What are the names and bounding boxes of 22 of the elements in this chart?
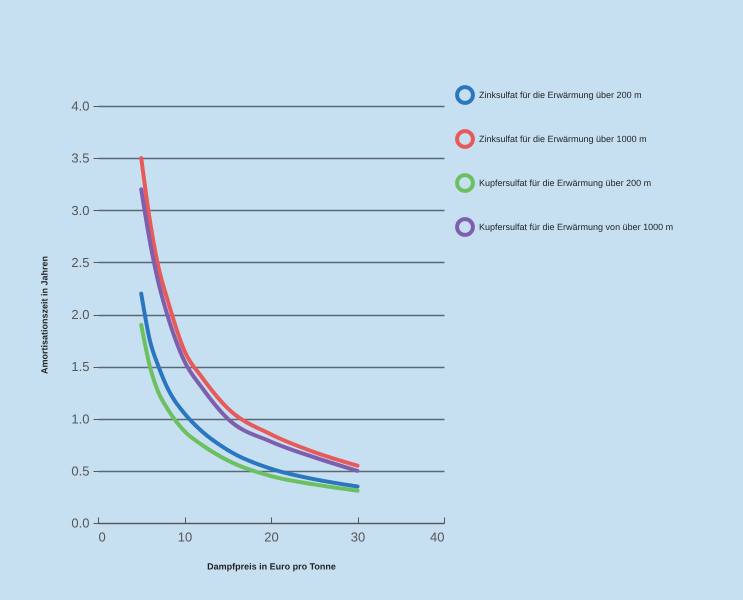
x-tick-label: 20 <box>264 530 279 544</box>
x-tick-label: 30 <box>350 530 366 544</box>
y-tick-label: 0.5 <box>71 463 90 478</box>
y-tick-label: 4.0 <box>71 98 90 114</box>
x-tick-label: 0 <box>98 530 106 544</box>
legend-label: Kupfersulfat für die Erwärmung von über 1000 m <box>479 222 674 232</box>
y-tick-label: 1.5 <box>71 359 90 374</box>
y-tick-label: 0.0 <box>71 516 90 530</box>
line-series <box>139 322 360 493</box>
legend-label: Zinksulfat für die Erwärmung über 200 m <box>479 90 642 100</box>
line-series <box>139 292 360 489</box>
y-tick-label: 2.5 <box>71 254 90 270</box>
y-tick-label: 3.5 <box>71 150 90 166</box>
y-tick-label: 3.0 <box>71 202 90 218</box>
x-axis-title: Dampfpreis in Euro pro Tonne <box>207 562 336 572</box>
x-tick-label: 10 <box>178 530 192 544</box>
x-tick-label: 40 <box>430 530 444 544</box>
y-tick-label: 2.0 <box>71 307 90 322</box>
legend-label: Kupfersulfat für die Erwärmung über 200 m <box>479 178 652 188</box>
legend-label: Zinksulfat für die Erwärmung über 1000 m <box>479 134 647 144</box>
y-axis-title: Amortisationszeit in Jahren <box>39 256 50 374</box>
y-tick-label: 1.0 <box>71 411 90 426</box>
